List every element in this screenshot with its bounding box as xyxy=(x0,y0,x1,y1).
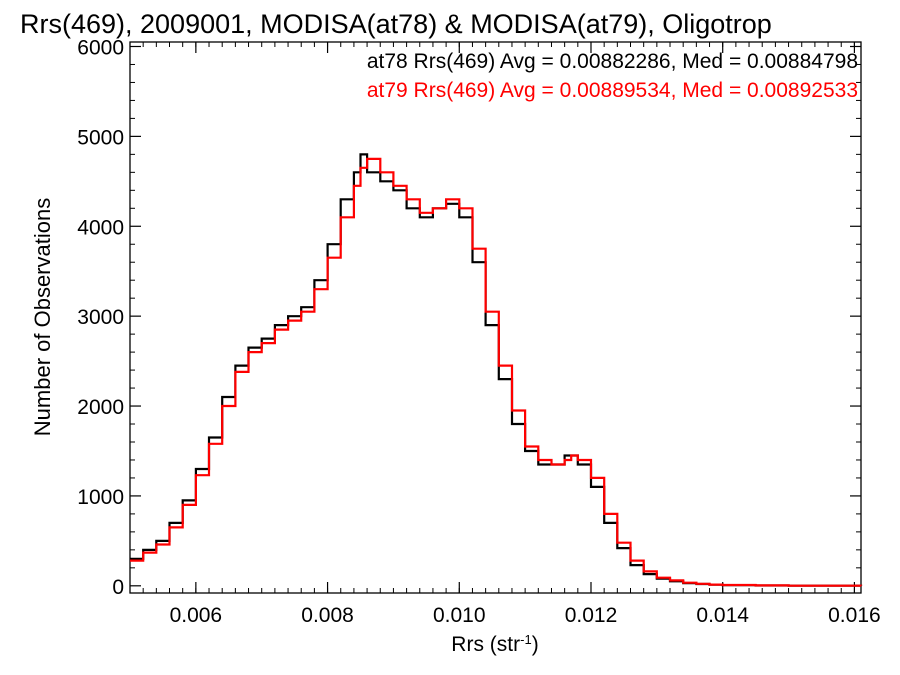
x-tick-label: 0.012 xyxy=(565,604,618,627)
x-tick-label: 0.010 xyxy=(433,604,486,627)
legend-annotation-at78: at78 Rrs(469) Avg = 0.00882286, Med = 0.… xyxy=(367,50,858,73)
minor-ticks xyxy=(130,42,861,593)
series-layer xyxy=(130,153,863,587)
y-tick-label: 3000 xyxy=(77,306,124,329)
series-at79-histogram xyxy=(130,157,863,587)
series-at78-histogram xyxy=(130,153,863,587)
x-tick-label: 0.006 xyxy=(170,604,223,627)
y-tick-label: 5000 xyxy=(77,126,124,149)
x-axis-label: Rrs (str-1) xyxy=(451,632,538,657)
y-tick-label: 1000 xyxy=(77,486,124,509)
y-axis-label: Number of Observations xyxy=(30,198,55,436)
y-tick-label: 6000 xyxy=(77,36,124,59)
x-tick-label: 0.016 xyxy=(828,604,881,627)
x-axis-label-exponent: -1 xyxy=(520,632,532,647)
y-tick-label: 2000 xyxy=(77,396,124,419)
x-axis-ticks: 0.006 0.008 0.010 0.012 0.014 0.016 xyxy=(170,42,881,627)
x-axis-label-text: Rrs (str xyxy=(451,633,520,656)
plot-frame xyxy=(129,41,862,594)
y-tick-label: 0 xyxy=(112,576,124,599)
x-axis-label-close: ) xyxy=(532,633,539,656)
chart-title: Rrs(469), 2009001, MODISA(at78) & MODISA… xyxy=(20,9,772,39)
y-tick-label: 4000 xyxy=(77,216,124,239)
x-tick-label: 0.008 xyxy=(301,604,354,627)
legend-annotation-at79: at79 Rrs(469) Avg = 0.00889534, Med = 0.… xyxy=(367,79,858,102)
y-axis-ticks: 0 1000 2000 3000 4000 5000 6000 xyxy=(77,36,861,599)
x-tick-label: 0.014 xyxy=(696,604,749,627)
